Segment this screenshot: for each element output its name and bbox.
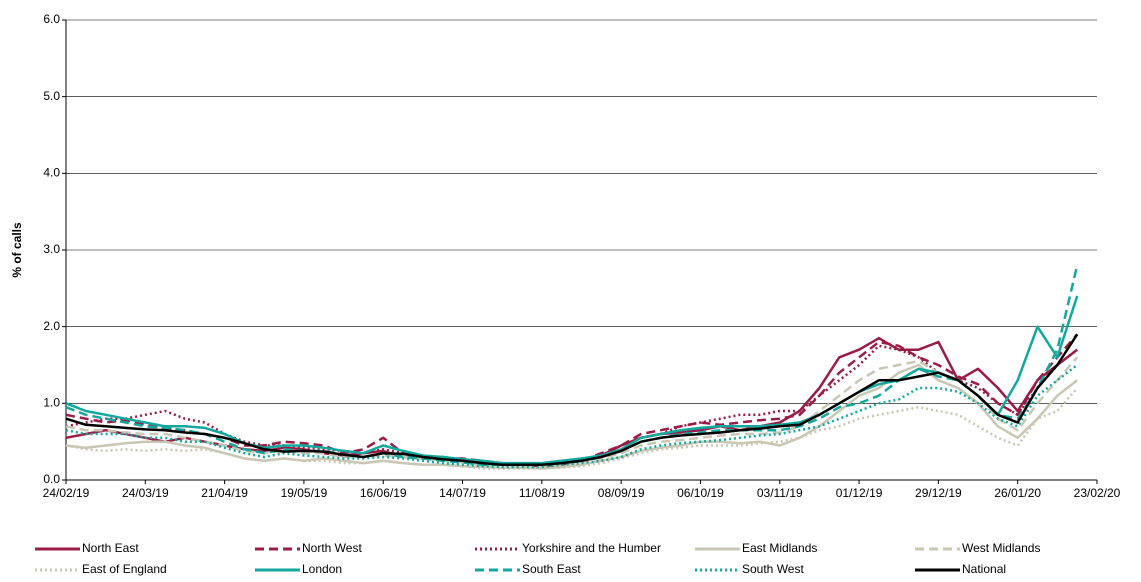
legend-label: East Midlands <box>742 541 817 555</box>
y-tick-label: 5.0 <box>43 89 60 103</box>
legend-label: South East <box>522 562 581 576</box>
series-line <box>65 265 1079 466</box>
y-tick-label: 6.0 <box>43 12 60 26</box>
legend-label: North West <box>302 541 362 555</box>
y-tick-label: 0.0 <box>43 472 60 486</box>
series-line <box>65 344 1078 466</box>
legend-label: South West <box>742 562 804 576</box>
y-tick-label: 1.0 <box>43 396 60 410</box>
x-tick-label: 03/11/19 <box>757 486 803 500</box>
legend-label: London <box>302 562 342 576</box>
x-tick-label: 29/12/19 <box>915 486 962 500</box>
legend-label: National <box>962 562 1006 576</box>
series-line <box>65 333 1079 466</box>
series-line <box>65 387 1079 470</box>
series-line <box>65 356 1079 468</box>
y-tick-label: 2.0 <box>43 319 60 333</box>
x-tick-label: 14/07/19 <box>439 486 486 500</box>
x-tick-label: 24/02/19 <box>43 486 90 500</box>
legend-label: Yorkshire and the Humber <box>522 541 661 555</box>
series-line <box>65 363 1078 470</box>
x-tick-label: 06/10/19 <box>677 486 724 500</box>
legend-label: East of England <box>82 562 167 576</box>
x-tick-label: 01/12/19 <box>836 486 883 500</box>
series-line <box>65 364 1078 469</box>
x-tick-label: 24/03/19 <box>122 486 169 500</box>
y-tick-label: 3.0 <box>43 242 60 256</box>
legend-label: West Midlands <box>962 541 1040 555</box>
x-tick-label: 19/05/19 <box>281 486 328 500</box>
legend-label: North East <box>82 541 139 555</box>
x-tick-label: 08/09/19 <box>598 486 645 500</box>
x-tick-label: 23/02/20 <box>1074 486 1121 500</box>
x-tick-label: 16/06/19 <box>360 486 407 500</box>
x-tick-label: 26/01/20 <box>994 486 1041 500</box>
y-axis-label: % of calls <box>10 222 24 278</box>
x-tick-label: 21/04/19 <box>201 486 248 500</box>
series-line <box>65 336 1078 468</box>
y-tick-label: 4.0 <box>43 166 60 180</box>
x-tick-label: 11/08/19 <box>519 486 565 500</box>
